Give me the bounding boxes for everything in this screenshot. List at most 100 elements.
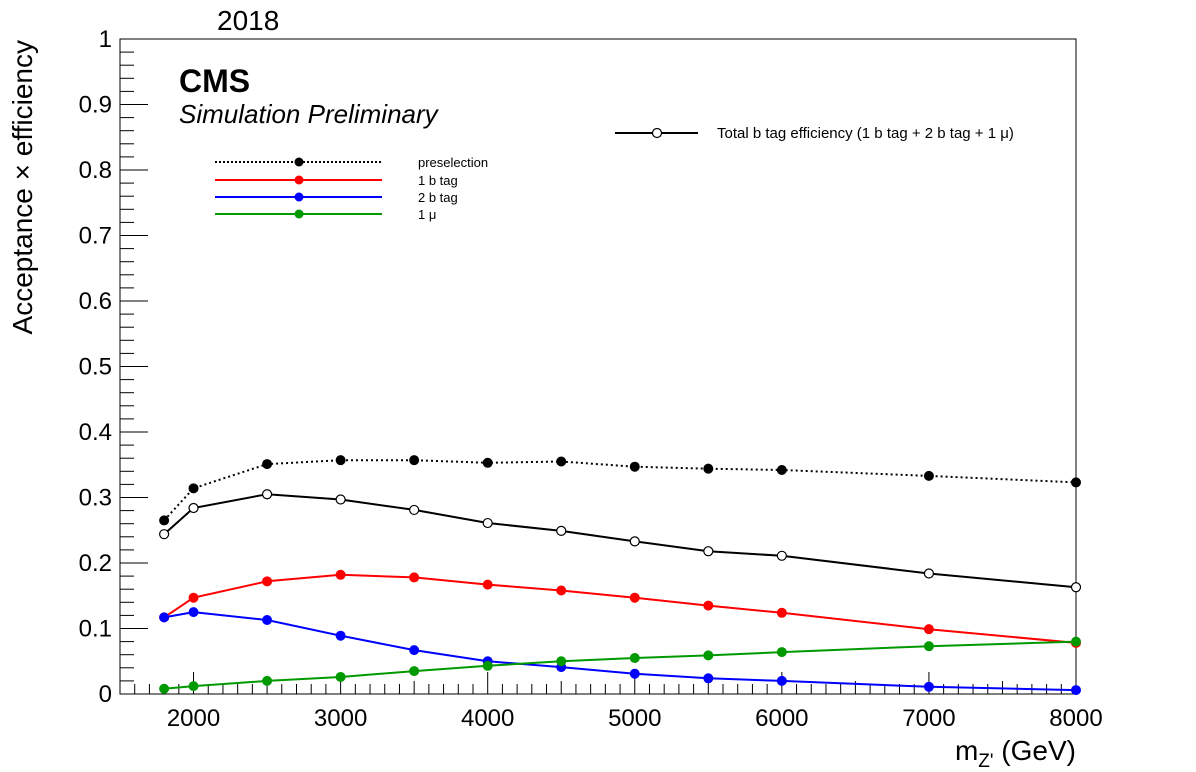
y-tick-label: 0.6 bbox=[79, 288, 112, 315]
y-tick-label: 0.8 bbox=[79, 157, 112, 184]
series-2 bbox=[159, 607, 1081, 696]
data-point bbox=[629, 592, 640, 603]
x-axis-title-unit: (GeV) bbox=[994, 735, 1076, 766]
data-point bbox=[776, 675, 787, 686]
data-point bbox=[159, 683, 170, 694]
legend-marker bbox=[294, 192, 304, 202]
legend-label: 2 b tag bbox=[418, 190, 458, 205]
series-0 bbox=[159, 455, 1081, 526]
data-point bbox=[335, 630, 346, 641]
y-tick-label: 1 bbox=[99, 26, 112, 53]
y-tick-label: 0.7 bbox=[79, 223, 112, 250]
data-point bbox=[703, 463, 714, 474]
legend-entry-4: Total b tag efficiency (1 b tag + 2 b ta… bbox=[615, 125, 1014, 142]
y-axis-title: Acceptance × efficiency bbox=[7, 40, 38, 334]
data-point bbox=[335, 455, 346, 466]
y-tick-label: 0.2 bbox=[79, 550, 112, 577]
data-point bbox=[482, 517, 493, 529]
series-line bbox=[163, 493, 1077, 589]
series-layer bbox=[159, 455, 1082, 696]
data-point bbox=[703, 600, 714, 611]
data-point bbox=[262, 576, 273, 587]
data-point bbox=[629, 668, 640, 679]
legend-marker bbox=[294, 209, 304, 219]
data-point bbox=[188, 681, 199, 692]
x-axis-title-main: m bbox=[955, 735, 978, 766]
data-point bbox=[335, 494, 346, 505]
y-tick-label: 0.9 bbox=[79, 92, 112, 119]
data-point bbox=[261, 489, 273, 500]
chart-subtitle: Simulation Preliminary bbox=[179, 99, 440, 129]
x-tick-label: 2000 bbox=[167, 705, 220, 732]
data-point bbox=[703, 546, 714, 557]
axis-tick-labels: 2000 3000 4000 5000 6000 7000 8000 0 0.1 0.2 0.3 0.… bbox=[79, 26, 1103, 732]
data-point bbox=[1071, 636, 1081, 647]
legend-marker bbox=[651, 127, 663, 139]
x-axis-title-sub: Z' bbox=[978, 751, 993, 772]
data-point bbox=[556, 456, 567, 467]
y-tick-label: 0 bbox=[99, 681, 112, 708]
data-point bbox=[556, 656, 567, 667]
legend-entry-1: 1 b tag bbox=[215, 173, 458, 188]
x-axis-title: mZ' (GeV) bbox=[955, 735, 1076, 772]
data-point bbox=[556, 585, 567, 596]
data-point bbox=[1071, 685, 1081, 696]
data-point bbox=[923, 641, 934, 652]
series-line bbox=[163, 573, 1077, 644]
y-tick-label: 0.4 bbox=[79, 419, 112, 446]
y-tick-label: 0.1 bbox=[79, 616, 112, 643]
data-point bbox=[629, 652, 640, 663]
data-point bbox=[262, 459, 273, 470]
data-point bbox=[482, 579, 493, 590]
data-point bbox=[556, 525, 567, 537]
data-point bbox=[1070, 582, 1082, 593]
x-tick-label: 8000 bbox=[1049, 705, 1102, 732]
x-tick-label: 7000 bbox=[902, 705, 955, 732]
series-1 bbox=[159, 569, 1081, 648]
data-point bbox=[923, 624, 934, 635]
data-point bbox=[262, 675, 273, 686]
legend-entry-2: 2 b tag bbox=[215, 190, 458, 205]
data-point bbox=[335, 569, 346, 580]
legend-entry-3: 1 μ bbox=[215, 207, 436, 222]
legend: preselection 1 b tag 2 b tag 1 μ Total b tag… bbox=[215, 125, 1014, 222]
legend-label: 1 μ bbox=[418, 207, 436, 222]
x-tick-label: 4000 bbox=[461, 705, 514, 732]
data-point bbox=[1071, 477, 1081, 488]
data-point bbox=[335, 671, 346, 682]
data-point bbox=[409, 666, 420, 677]
y-tick-label: 0.3 bbox=[79, 485, 112, 512]
series-4 bbox=[159, 489, 1082, 593]
data-point bbox=[923, 470, 934, 481]
data-point bbox=[776, 647, 787, 658]
data-point bbox=[188, 607, 199, 618]
legend-label: Total b tag efficiency (1 b tag + 2 b ta… bbox=[717, 125, 1014, 142]
x-tick-label: 6000 bbox=[755, 705, 808, 732]
data-point bbox=[409, 455, 420, 466]
data-point bbox=[776, 550, 787, 561]
legend-label: preselection bbox=[418, 155, 488, 170]
series-3 bbox=[159, 636, 1081, 694]
data-point bbox=[776, 464, 787, 475]
data-point bbox=[188, 592, 199, 603]
legend-entry-0: preselection bbox=[215, 155, 488, 170]
legend-marker bbox=[294, 175, 304, 185]
data-point bbox=[482, 660, 493, 671]
data-point bbox=[262, 614, 273, 625]
legend-label: 1 b tag bbox=[418, 173, 458, 188]
experiment-label: CMS bbox=[179, 63, 250, 99]
series-line bbox=[163, 459, 1077, 522]
data-point bbox=[188, 502, 199, 514]
data-point bbox=[409, 645, 420, 656]
data-point bbox=[159, 529, 170, 540]
data-point bbox=[776, 607, 787, 618]
data-point bbox=[188, 483, 199, 494]
data-point bbox=[159, 515, 170, 526]
y-tick-label: 0.5 bbox=[79, 354, 112, 381]
data-point bbox=[482, 457, 493, 468]
chart-title: 2018 bbox=[217, 5, 279, 36]
x-tick-label: 3000 bbox=[314, 705, 367, 732]
data-point bbox=[159, 612, 170, 623]
data-point bbox=[703, 650, 714, 661]
